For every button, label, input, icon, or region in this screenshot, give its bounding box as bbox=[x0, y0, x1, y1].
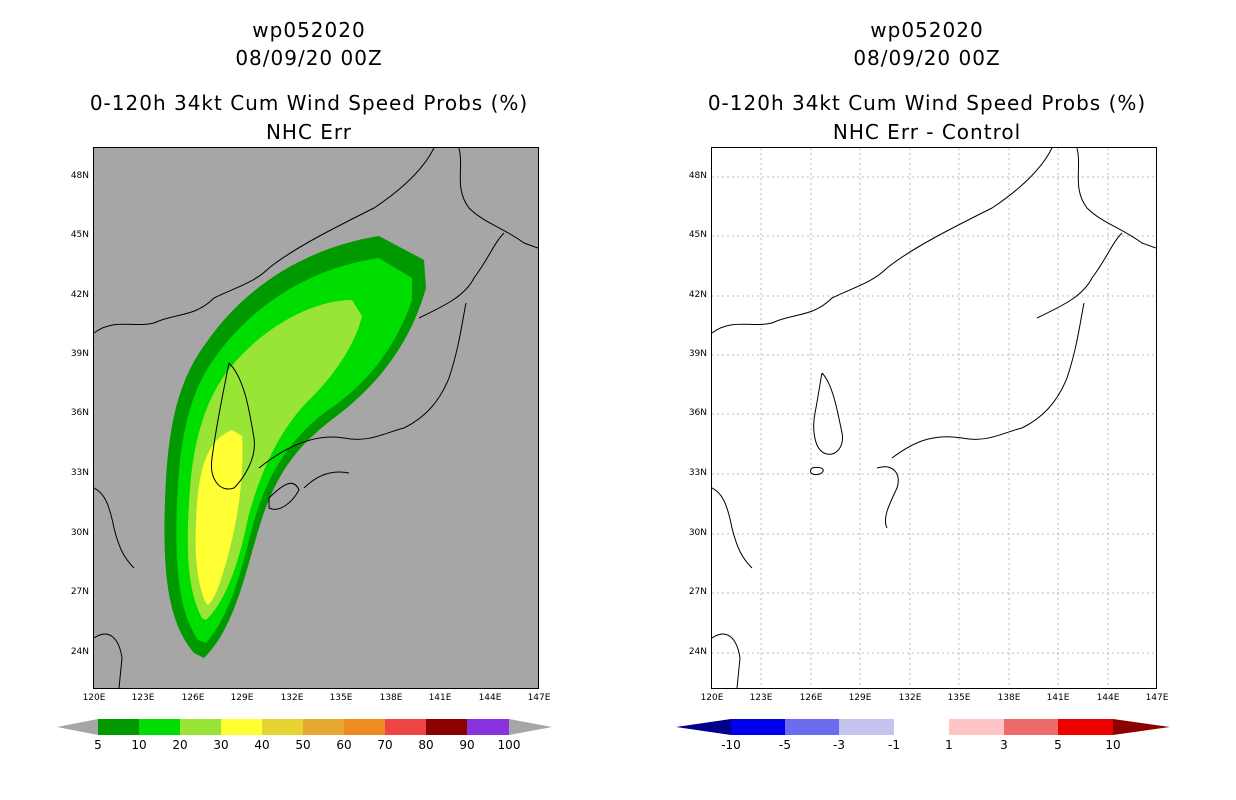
coastlines bbox=[94, 148, 538, 688]
colorbar-bin bbox=[949, 719, 1004, 735]
colorbar-bin bbox=[98, 719, 139, 735]
colorbar-label: 10 bbox=[131, 738, 147, 752]
colorbar-label: -5 bbox=[779, 738, 791, 752]
colorbar-bin bbox=[785, 719, 839, 735]
product-title: 0-120h 34kt Cum Wind Speed Probs (%) bbox=[707, 91, 1147, 115]
left-colorbar bbox=[57, 719, 552, 735]
lon-tick: 120E bbox=[82, 693, 106, 703]
lat-tick: 33N bbox=[70, 468, 89, 478]
product-title: 0-120h 34kt Cum Wind Speed Probs (%) bbox=[89, 91, 529, 115]
colorbar-label: 40 bbox=[254, 738, 270, 752]
colorbar-label: 20 bbox=[172, 738, 188, 752]
lat-tick: 24N bbox=[70, 647, 89, 657]
prob-contour-30 bbox=[195, 430, 243, 605]
colorbar-label: 80 bbox=[418, 738, 434, 752]
lon-tick: 135E bbox=[947, 693, 971, 703]
lat-tick: 48N bbox=[70, 171, 89, 181]
lon-tick: 135E bbox=[329, 693, 353, 703]
colorbar-label: 5 bbox=[1054, 738, 1062, 752]
lon-tick: 147E bbox=[527, 693, 551, 703]
lat-tick: 39N bbox=[70, 349, 89, 359]
colorbar-label: 60 bbox=[336, 738, 352, 752]
colorbar-under bbox=[676, 719, 731, 735]
colorbar-bin bbox=[221, 719, 262, 735]
lon-tick: 141E bbox=[428, 693, 452, 703]
lat-tick: 36N bbox=[70, 408, 89, 418]
lon-tick: 147E bbox=[1145, 693, 1169, 703]
forecast-time: 08/09/20 00Z bbox=[235, 46, 383, 70]
colorbar-label: -1 bbox=[888, 738, 900, 752]
coastlines bbox=[712, 148, 1156, 688]
storm-id: wp052020 bbox=[870, 18, 984, 42]
lon-tick: 126E bbox=[799, 693, 823, 703]
lon-tick: 123E bbox=[131, 693, 155, 703]
colorbar-label: 3 bbox=[1000, 738, 1008, 752]
lat-tick: 30N bbox=[70, 528, 89, 538]
probability-map bbox=[93, 147, 539, 689]
colorbar-over bbox=[509, 719, 552, 735]
lat-tick: 42N bbox=[70, 290, 89, 300]
lat-tick: 30N bbox=[688, 528, 707, 538]
colorbar-label: 100 bbox=[497, 738, 521, 752]
lat-tick: 24N bbox=[688, 647, 707, 657]
lon-tick: 144E bbox=[1096, 693, 1120, 703]
colorbar-label: 10 bbox=[1105, 738, 1121, 752]
lat-tick: 48N bbox=[688, 171, 707, 181]
lon-tick: 132E bbox=[280, 693, 304, 703]
colorbar-label: -10 bbox=[721, 738, 741, 752]
colorbar-bin bbox=[426, 719, 467, 735]
lat-tick: 39N bbox=[688, 349, 707, 359]
colorbar-over bbox=[1113, 719, 1170, 735]
lon-tick: 123E bbox=[749, 693, 773, 703]
lon-tick: 138E bbox=[379, 693, 403, 703]
colorbar-label: 1 bbox=[945, 738, 953, 752]
lon-tick: 120E bbox=[700, 693, 724, 703]
colorbar-bin bbox=[1004, 719, 1058, 735]
lat-tick: 27N bbox=[688, 587, 707, 597]
colorbar-label: -3 bbox=[833, 738, 845, 752]
lat-tick: 45N bbox=[70, 230, 89, 240]
right-panel: wp052020 08/09/20 00Z 0-120h 34kt Cum Wi… bbox=[618, 0, 1236, 800]
forecast-time: 08/09/20 00Z bbox=[853, 46, 1001, 70]
panel-subtitle: NHC Err - Control bbox=[832, 120, 1022, 144]
colorbar-under bbox=[57, 719, 98, 735]
lat-tick: 33N bbox=[688, 468, 707, 478]
colorbar-bin bbox=[894, 719, 949, 735]
colorbar-label: 90 bbox=[459, 738, 475, 752]
grid-lines bbox=[712, 148, 1156, 688]
colorbar-bin bbox=[180, 719, 221, 735]
probability-map-svg bbox=[94, 148, 538, 688]
colorbar-bin bbox=[139, 719, 180, 735]
difference-map-svg bbox=[712, 148, 1156, 688]
colorbar-bin bbox=[731, 719, 785, 735]
colorbar-label: 70 bbox=[377, 738, 393, 752]
colorbar-bin bbox=[1058, 719, 1113, 735]
lon-tick: 144E bbox=[478, 693, 502, 703]
lon-tick: 132E bbox=[898, 693, 922, 703]
colorbar-bin bbox=[467, 719, 509, 735]
colorbar-bin bbox=[262, 719, 303, 735]
lat-tick: 45N bbox=[688, 230, 707, 240]
lon-tick: 138E bbox=[997, 693, 1021, 703]
lon-tick: 129E bbox=[848, 693, 872, 703]
lat-tick: 36N bbox=[688, 408, 707, 418]
lon-tick: 141E bbox=[1046, 693, 1070, 703]
colorbar-label: 30 bbox=[213, 738, 229, 752]
right-colorbar bbox=[676, 719, 1170, 735]
colorbar-bin bbox=[303, 719, 344, 735]
left-panel: wp052020 08/09/20 00Z 0-120h 34kt Cum Wi… bbox=[57, 18, 552, 752]
lat-tick: 42N bbox=[688, 290, 707, 300]
lon-tick: 129E bbox=[230, 693, 254, 703]
colorbar-label: 50 bbox=[295, 738, 311, 752]
difference-map bbox=[711, 147, 1157, 689]
colorbar-bin bbox=[344, 719, 385, 735]
lat-tick: 27N bbox=[70, 587, 89, 597]
colorbar-bin bbox=[385, 719, 426, 735]
panel-subtitle: NHC Err bbox=[265, 120, 353, 144]
colorbar-bin bbox=[839, 719, 894, 735]
storm-id: wp052020 bbox=[252, 18, 366, 42]
lon-tick: 126E bbox=[181, 693, 205, 703]
colorbar-label: 5 bbox=[94, 738, 102, 752]
